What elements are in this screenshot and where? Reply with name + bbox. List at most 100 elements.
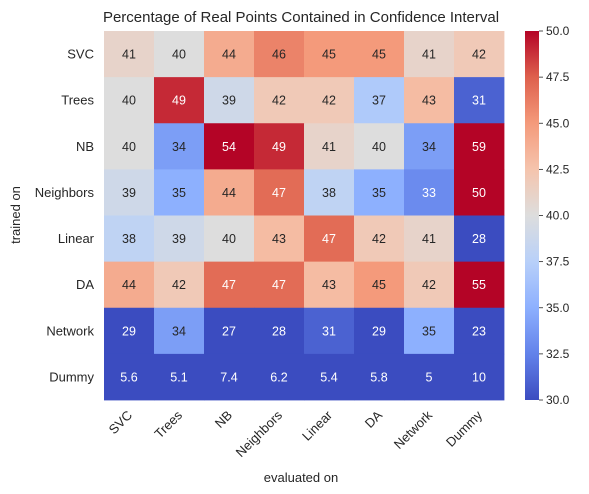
cell-annotation: 10 <box>472 370 486 384</box>
heatmap-cell <box>454 261 505 309</box>
x-axis-label: evaluated on <box>264 470 338 485</box>
cell-annotation: 6.2 <box>270 370 287 384</box>
heatmap-cell <box>154 123 205 170</box>
heatmap-cell <box>454 31 505 78</box>
heatmap-cell <box>304 123 355 170</box>
cell-annotation: 39 <box>172 232 186 246</box>
heatmap-cell <box>154 31 205 78</box>
heatmap-cell <box>404 215 455 263</box>
cell-annotation: 34 <box>172 140 186 154</box>
cell-annotation: 47 <box>272 186 286 200</box>
heatmap-cells <box>104 31 505 401</box>
heatmap-cell <box>204 123 255 170</box>
cell-annotation: 49 <box>172 94 186 108</box>
colorbar-ticks: 30.0 32.5 35.0 37.5 40.0 42.5 45.0 47.5 50.0 <box>539 24 570 407</box>
cell-annotation: 5.8 <box>370 370 387 384</box>
heatmap-cell <box>204 31 255 78</box>
heatmap-cell <box>404 31 455 78</box>
cell-annotation: 34 <box>172 324 186 338</box>
cell-annotation: 49 <box>272 140 286 154</box>
heatmap-cell <box>354 215 405 263</box>
heatmap-cell <box>354 261 405 309</box>
heatmap-cell <box>154 169 205 216</box>
cell-annotation: 41 <box>122 48 136 62</box>
cell-annotation: 42 <box>372 232 386 246</box>
heatmap-cell <box>454 169 505 216</box>
cell-annotation: 5.1 <box>170 370 187 384</box>
cell-annotation: 5.6 <box>120 370 137 384</box>
heatmap-cell <box>304 215 355 263</box>
cell-annotation: 35 <box>172 186 186 200</box>
heatmap-cell <box>254 307 305 355</box>
heatmap-cell <box>104 307 155 355</box>
colorbar-tick-label: 45.0 <box>546 116 570 130</box>
cell-annotation: 55 <box>472 278 486 292</box>
heatmap-cell <box>254 123 305 170</box>
cell-annotation: 43 <box>322 278 336 292</box>
heatmap-cell <box>454 307 505 355</box>
heatmap-cell <box>404 169 455 216</box>
cell-annotation: 54 <box>222 140 236 154</box>
cell-annotation: 5.4 <box>320 370 337 384</box>
cell-annotation: 42 <box>422 278 436 292</box>
cell-annotation: 29 <box>372 324 386 338</box>
y-tick-label: SVC <box>67 47 94 62</box>
heatmap-cell <box>204 261 255 309</box>
heatmap-cell <box>404 307 455 355</box>
cell-annotation: 44 <box>222 186 236 200</box>
cell-annotation: 42 <box>322 94 336 108</box>
cell-annotation: 42 <box>272 94 286 108</box>
cell-annotation: 44 <box>122 278 136 292</box>
y-tick-label: Neighbors <box>35 185 95 200</box>
cell-annotation: 23 <box>472 324 486 338</box>
heatmap-cell <box>454 353 505 401</box>
heatmap-cell <box>354 77 405 124</box>
colorbar-tick-label: 32.5 <box>546 347 570 361</box>
cell-annotations: 41 40 44 46 45 45 41 42 40 49 39 42 42 37 43 31 40 34 54 49… <box>120 48 486 385</box>
cell-annotation: 41 <box>322 140 336 154</box>
heatmap-cell <box>254 261 305 309</box>
cell-annotation: 29 <box>122 324 136 338</box>
heatmap-cell <box>154 307 205 355</box>
x-tick-label: NB <box>212 408 235 431</box>
heatmap-cell <box>304 261 355 309</box>
cell-annotation: 28 <box>272 324 286 338</box>
cell-annotation: 50 <box>472 186 486 200</box>
cell-annotation: 31 <box>322 324 336 338</box>
heatmap-cell <box>404 77 455 124</box>
heatmap-cell <box>104 123 155 170</box>
heatmap-cell <box>454 215 505 263</box>
cell-annotation: 40 <box>172 48 186 62</box>
x-tick-label: DA <box>362 407 386 431</box>
x-tick-label: SVC <box>106 408 136 438</box>
cell-annotation: 47 <box>272 278 286 292</box>
heatmap-cell <box>254 353 305 401</box>
y-tick-label: Trees <box>61 93 94 108</box>
heatmap-cell <box>154 353 205 401</box>
heatmap-cell <box>304 77 355 124</box>
cell-annotation: 35 <box>422 324 436 338</box>
cell-annotation: 31 <box>472 94 486 108</box>
heatmap-cell <box>354 353 405 401</box>
x-tick-label: Trees <box>151 407 185 441</box>
cell-annotation: 47 <box>322 232 336 246</box>
cell-annotation: 33 <box>422 186 436 200</box>
heatmap-cell <box>104 261 155 309</box>
heatmap-cell <box>104 169 155 216</box>
cell-annotation: 42 <box>472 48 486 62</box>
y-tick-label: NB <box>76 139 94 154</box>
heatmap-cell <box>154 77 205 124</box>
heatmap-cell <box>404 261 455 309</box>
cell-annotation: 45 <box>372 48 386 62</box>
colorbar-tick-label: 47.5 <box>546 70 570 84</box>
cell-annotation: 41 <box>422 232 436 246</box>
cell-annotation: 37 <box>372 94 386 108</box>
heatmap-cell <box>304 31 355 78</box>
x-tick-label: Network <box>391 407 436 452</box>
heatmap-cell <box>404 353 455 401</box>
y-axis-label: trained on <box>8 186 23 244</box>
cell-annotation: 40 <box>222 232 236 246</box>
x-tick-label: Dummy <box>443 407 486 450</box>
